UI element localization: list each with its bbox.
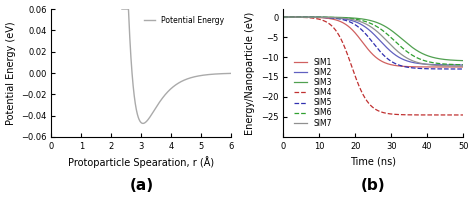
SIM4 — [299, 16, 304, 19]
Line: SIM2: SIM2 — [283, 17, 463, 65]
SIM7 — [424, 63, 429, 66]
Potential Energy — [119, 8, 125, 10]
Y-axis label: Energy/Nanoparticle (eV): Energy/Nanoparticle (eV) — [245, 11, 255, 135]
SIM1 — [421, 66, 427, 68]
SIM3 — [424, 54, 429, 57]
SIM6 — [404, 50, 410, 53]
Line: SIM6: SIM6 — [283, 17, 463, 65]
SIM5 — [280, 16, 286, 18]
SIM5 — [404, 66, 410, 68]
X-axis label: Protoparticle Spearation, r (Å): Protoparticle Spearation, r (Å) — [68, 156, 215, 168]
Text: (b): (b) — [361, 178, 385, 193]
SIM3 — [421, 53, 427, 55]
SIM5 — [421, 67, 427, 70]
Legend: SIM1, SIM2, SIM3, SIM4, SIM5, SIM6, SIM7: SIM1, SIM2, SIM3, SIM4, SIM5, SIM6, SIM7 — [291, 55, 335, 131]
SIM6 — [421, 59, 427, 62]
Line: SIM3: SIM3 — [283, 17, 463, 61]
SIM3 — [460, 59, 466, 62]
SIM6 — [460, 64, 466, 66]
SIM5 — [353, 24, 359, 27]
Potential Energy — [170, 86, 175, 89]
SIM2 — [353, 21, 359, 23]
SIM7 — [460, 65, 466, 67]
Legend: Potential Energy: Potential Energy — [141, 13, 228, 28]
Line: SIM4: SIM4 — [283, 17, 463, 115]
SIM3 — [353, 17, 359, 19]
Y-axis label: Potential Energy (eV): Potential Energy (eV) — [6, 21, 16, 125]
SIM2 — [280, 16, 286, 18]
SIM4 — [404, 113, 410, 116]
SIM6 — [424, 60, 429, 62]
Potential Energy — [226, 72, 231, 75]
Text: (a): (a) — [129, 178, 154, 193]
SIM6 — [360, 19, 365, 22]
SIM6 — [353, 18, 359, 20]
SIM2 — [421, 63, 427, 65]
SIM1 — [404, 65, 410, 68]
SIM1 — [299, 16, 304, 18]
SIM5 — [460, 68, 466, 70]
SIM1 — [460, 66, 466, 68]
Potential Energy — [125, 8, 130, 10]
SIM4 — [360, 92, 365, 95]
SIM2 — [404, 60, 410, 62]
SIM7 — [299, 16, 304, 18]
SIM7 — [353, 19, 359, 22]
Potential Energy — [226, 72, 231, 75]
SIM2 — [299, 16, 304, 18]
Line: Potential Energy: Potential Energy — [122, 9, 231, 123]
SIM5 — [299, 16, 304, 18]
SIM3 — [299, 16, 304, 18]
Line: SIM1: SIM1 — [283, 17, 463, 67]
SIM4 — [353, 77, 359, 80]
Potential Energy — [173, 84, 178, 87]
SIM4 — [460, 114, 466, 116]
SIM5 — [360, 29, 365, 32]
SIM7 — [421, 63, 427, 65]
SIM2 — [424, 63, 429, 65]
SIM1 — [424, 66, 429, 68]
SIM7 — [360, 21, 365, 24]
SIM7 — [404, 57, 410, 59]
Potential Energy — [140, 122, 146, 125]
SIM3 — [360, 18, 365, 20]
SIM2 — [360, 24, 365, 26]
X-axis label: Time (ns): Time (ns) — [350, 156, 396, 166]
SIM6 — [299, 16, 304, 18]
SIM1 — [360, 41, 365, 43]
SIM7 — [280, 16, 286, 18]
SIM5 — [424, 68, 429, 70]
SIM4 — [421, 114, 427, 116]
SIM3 — [280, 16, 286, 18]
SIM6 — [280, 16, 286, 18]
SIM2 — [460, 64, 466, 66]
Line: SIM7: SIM7 — [283, 17, 463, 66]
SIM4 — [280, 16, 286, 18]
SIM1 — [280, 16, 286, 18]
Line: SIM5: SIM5 — [283, 17, 463, 69]
SIM1 — [353, 33, 359, 35]
Potential Energy — [228, 72, 234, 75]
SIM4 — [424, 114, 429, 116]
SIM3 — [404, 42, 410, 44]
Potential Energy — [205, 73, 211, 76]
